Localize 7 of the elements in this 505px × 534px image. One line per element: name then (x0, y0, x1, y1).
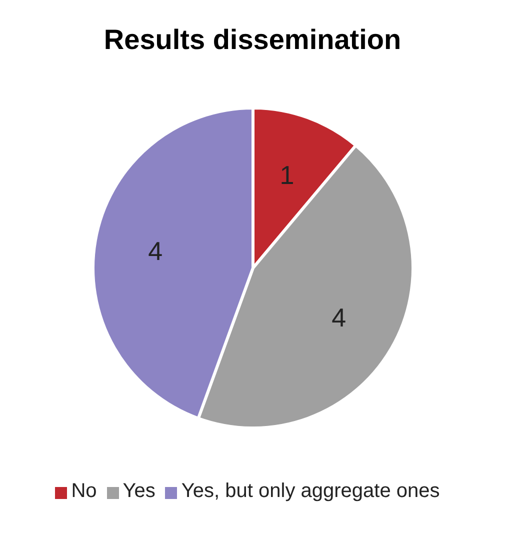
legend-label: No (71, 480, 97, 502)
legend-label: Yes, but only aggregate ones (181, 480, 440, 502)
data-label: 4 (148, 236, 163, 266)
data-label: 4 (332, 302, 346, 333)
chart-title: Results dissemination (102, 23, 402, 57)
legend-label: Yes (122, 480, 156, 502)
data-label: 1 (280, 160, 294, 190)
